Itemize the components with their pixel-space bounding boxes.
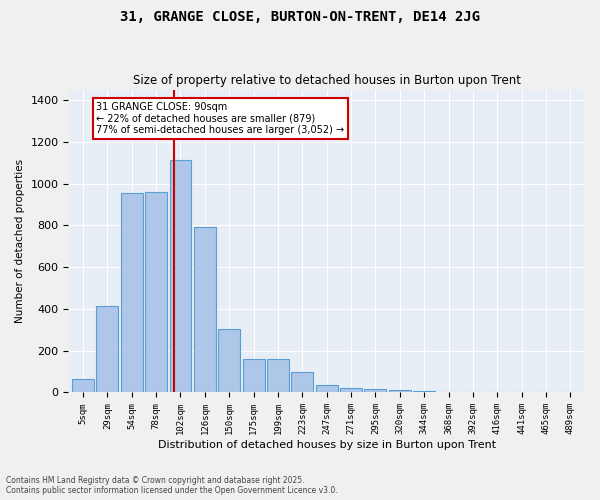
Bar [364, 388, 386, 392]
Bar [97, 306, 118, 392]
Bar [170, 160, 191, 392]
Bar [218, 329, 240, 392]
Bar [121, 193, 143, 392]
Bar [413, 391, 435, 392]
Bar [389, 390, 411, 392]
Bar [292, 372, 313, 392]
Y-axis label: Number of detached properties: Number of detached properties [15, 159, 25, 323]
Text: Contains HM Land Registry data © Crown copyright and database right 2025.
Contai: Contains HM Land Registry data © Crown c… [6, 476, 338, 495]
Bar [72, 379, 94, 392]
Bar [194, 228, 216, 392]
Text: 31 GRANGE CLOSE: 90sqm
← 22% of detached houses are smaller (879)
77% of semi-de: 31 GRANGE CLOSE: 90sqm ← 22% of detached… [97, 102, 344, 136]
Bar [316, 385, 338, 392]
Bar [242, 359, 265, 392]
Text: 31, GRANGE CLOSE, BURTON-ON-TRENT, DE14 2JG: 31, GRANGE CLOSE, BURTON-ON-TRENT, DE14 … [120, 10, 480, 24]
Title: Size of property relative to detached houses in Burton upon Trent: Size of property relative to detached ho… [133, 74, 521, 87]
Bar [145, 192, 167, 392]
Bar [340, 388, 362, 392]
Bar [267, 359, 289, 392]
X-axis label: Distribution of detached houses by size in Burton upon Trent: Distribution of detached houses by size … [158, 440, 496, 450]
